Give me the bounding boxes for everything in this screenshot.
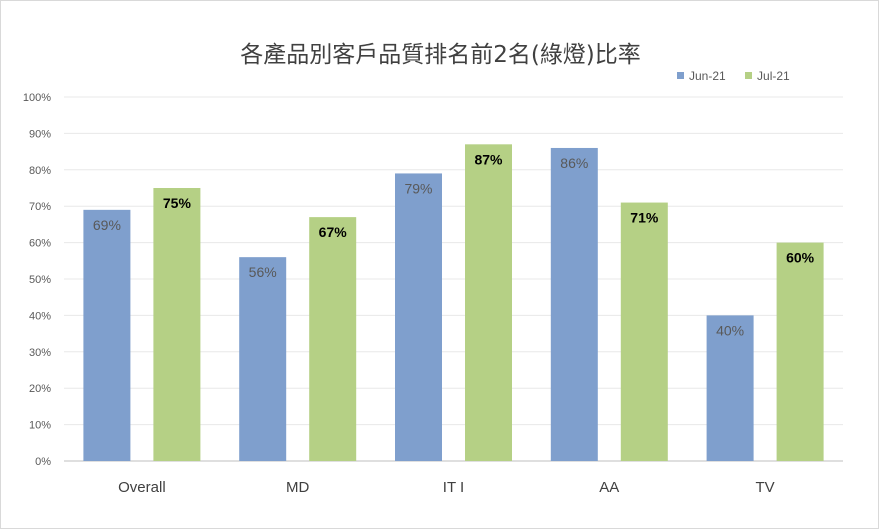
x-tick-label: Overall — [118, 479, 166, 496]
bar-jul-21 — [153, 188, 201, 461]
y-tick-label: 60% — [29, 238, 51, 250]
bar-jun-21 — [395, 173, 442, 461]
x-tick-label: AA — [599, 479, 619, 496]
bar-jun-21 — [550, 147, 598, 461]
legend-item-jul: Jul-21 — [745, 69, 790, 83]
chart-title: 各產品別客戶品質排名前2名(綠燈)比率 — [240, 42, 641, 68]
data-label: 86% — [560, 155, 588, 171]
bar-jun-21 — [239, 257, 287, 461]
y-tick-label: 50% — [29, 274, 51, 286]
x-tick-label: TV — [756, 479, 775, 496]
y-tick-label: 40% — [29, 310, 51, 322]
y-tick-label: 10% — [29, 420, 51, 432]
data-label: 75% — [163, 195, 192, 211]
y-tick-label: 20% — [29, 383, 51, 395]
bar-jul-21 — [620, 202, 668, 461]
legend-item-jun: Jun-21 — [677, 69, 726, 83]
x-tick-label: IT I — [443, 479, 464, 496]
y-tick-label: 80% — [29, 165, 51, 177]
legend-swatch-jun — [677, 72, 684, 79]
legend-label-jun: Jun-21 — [689, 68, 726, 83]
data-label: 60% — [786, 250, 815, 266]
data-label: 87% — [474, 151, 503, 167]
y-tick-label: 70% — [29, 201, 51, 213]
y-tick-label: 90% — [29, 128, 51, 140]
legend: Jun-21 Jul-21 — [677, 68, 806, 83]
data-label: 40% — [716, 322, 744, 338]
bar-jun-21 — [706, 315, 754, 461]
bar-jun-21 — [83, 209, 131, 461]
y-tick-label: 100% — [23, 92, 51, 104]
bar-jul-21 — [776, 242, 824, 461]
legend-label-jul: Jul-21 — [757, 68, 790, 83]
bar-jul-21 — [465, 144, 512, 461]
x-tick-label: MD — [286, 479, 309, 496]
data-label: 71% — [630, 210, 659, 226]
data-label: 79% — [404, 180, 432, 196]
data-label: 67% — [319, 224, 348, 240]
data-label: 69% — [93, 217, 121, 233]
y-tick-label: 0% — [35, 456, 51, 468]
y-tick-label: 30% — [29, 347, 51, 359]
legend-swatch-jul — [745, 72, 753, 79]
data-label: 56% — [249, 264, 277, 280]
bar-jul-21 — [309, 217, 357, 461]
